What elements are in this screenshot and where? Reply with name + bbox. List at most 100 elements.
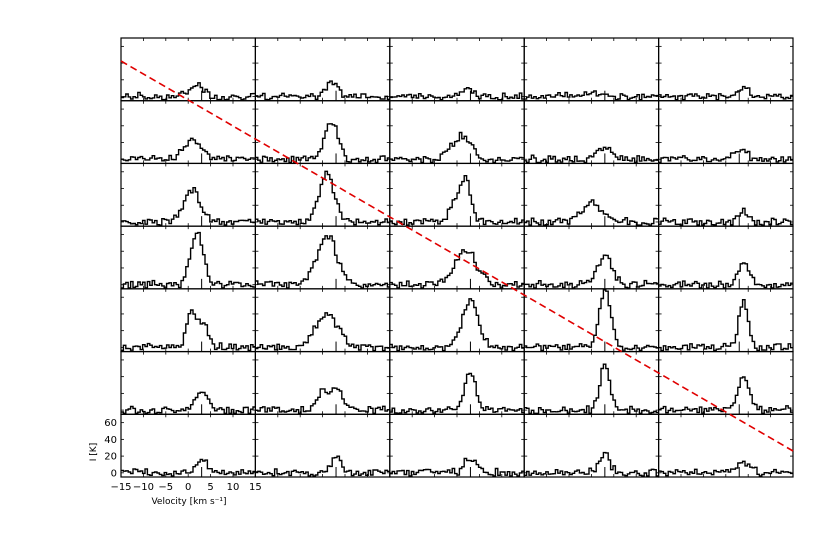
spectrum-panel xyxy=(254,225,391,290)
spectrum-line xyxy=(255,312,390,352)
axes-layer: −15 −10 −5 0 5 10 15 0 20 40 60 xyxy=(104,418,262,493)
spectrum-panel xyxy=(523,225,660,290)
panel-frame xyxy=(254,350,391,415)
panel-frame xyxy=(523,100,660,165)
spectrum-panel xyxy=(120,37,256,102)
spectrum-line xyxy=(121,458,256,477)
spectrum-panel xyxy=(120,100,256,165)
panel-frame xyxy=(389,350,525,415)
panel-frame xyxy=(657,225,794,290)
spectrum-line xyxy=(524,146,659,164)
panel-frame xyxy=(120,100,256,165)
panel-frame xyxy=(657,350,794,415)
panel-frame xyxy=(657,100,794,165)
spectrum-line xyxy=(658,376,793,414)
spectrum-panel xyxy=(120,350,256,415)
spectrum-line xyxy=(121,391,256,414)
panel-frame xyxy=(523,162,660,227)
spectrum-panel xyxy=(254,413,391,478)
spectrum-line xyxy=(255,387,390,414)
spectrum-line xyxy=(121,82,256,101)
spectrum-panel xyxy=(120,288,256,353)
panel-frame xyxy=(254,288,391,353)
panel-frame xyxy=(523,37,660,102)
spectrum-panel xyxy=(657,288,794,353)
spectrum-line xyxy=(524,90,659,101)
spectrum-panel xyxy=(120,413,256,478)
spectrum-panel xyxy=(389,100,525,165)
spectrum-line xyxy=(389,298,525,352)
spectrum-line xyxy=(121,187,256,226)
panel-frame xyxy=(657,162,794,227)
spectrum-line xyxy=(524,254,659,289)
spectrum-panel xyxy=(254,350,391,415)
spectrum-panel xyxy=(254,37,391,102)
spectrum-line xyxy=(658,299,793,352)
spectrum-panel xyxy=(523,162,660,227)
spectrum-line xyxy=(255,455,390,477)
panel-frame xyxy=(389,100,525,165)
spectrum-line xyxy=(255,123,390,164)
guide-line-layer xyxy=(120,60,794,452)
spectrum-line xyxy=(389,87,525,101)
spectrum-line xyxy=(658,460,793,477)
panel-frame xyxy=(254,162,391,227)
spectrum-line xyxy=(255,170,390,226)
panel-frame xyxy=(657,413,794,478)
x-axis-label: Velocity [km s⁻¹] xyxy=(151,497,226,507)
x-tick-label: −15 xyxy=(110,482,131,493)
panel-frame xyxy=(254,225,391,290)
spectrum-panel xyxy=(657,100,794,165)
spectrum-line xyxy=(389,457,525,477)
x-tick-label: 15 xyxy=(249,482,262,493)
x-tick-label: −10 xyxy=(133,482,154,493)
spectrum-panel xyxy=(523,413,660,478)
spectrum-line xyxy=(524,451,659,477)
spectrum-panel xyxy=(657,413,794,478)
panel-frame xyxy=(389,37,525,102)
spectrum-line xyxy=(658,85,793,101)
spectrum-line xyxy=(389,131,525,164)
x-tick-label: 10 xyxy=(227,482,240,493)
spectrum-panel xyxy=(523,288,660,353)
spectrum-panel xyxy=(657,350,794,415)
y-tick-label: 20 xyxy=(104,452,117,463)
spectrum-panel xyxy=(389,288,525,353)
panel-frame xyxy=(657,37,794,102)
spectrum-line xyxy=(255,80,390,101)
panel-frame xyxy=(120,350,256,415)
spectrum-panel xyxy=(523,37,660,102)
spectrum-panel xyxy=(389,413,525,478)
y-tick-label: 60 xyxy=(104,418,117,429)
spectrum-panel xyxy=(657,37,794,102)
spectrum-panel xyxy=(254,288,391,353)
spectrum-line xyxy=(121,137,256,162)
x-tick-label: 0 xyxy=(185,482,191,493)
spectrum-line xyxy=(389,372,525,414)
spectra-panels xyxy=(120,37,794,478)
y-tick-label: 0 xyxy=(111,468,117,479)
spectrum-line xyxy=(255,235,390,289)
x-tick-label: −5 xyxy=(158,482,173,493)
spectrum-panel xyxy=(523,100,660,165)
spectrum-panel xyxy=(254,100,391,165)
spectrum-line xyxy=(121,309,256,352)
spectrum-panel xyxy=(254,162,391,227)
panel-frame xyxy=(389,288,525,353)
panel-frame xyxy=(120,413,256,478)
spectrum-panel xyxy=(657,162,794,227)
x-tick-label: 5 xyxy=(207,482,213,493)
spectrum-panel xyxy=(389,37,525,102)
spectrum-panel xyxy=(120,225,256,290)
panel-frame xyxy=(254,413,391,478)
panel-frame xyxy=(120,225,256,290)
spectrum-panel xyxy=(389,225,525,290)
panel-frame xyxy=(657,288,794,353)
spectrum-line xyxy=(524,289,659,352)
panel-frame xyxy=(389,225,525,290)
spectrum-line xyxy=(524,199,659,226)
spectrum-line xyxy=(389,175,525,226)
spectrum-line xyxy=(524,363,659,414)
spectrum-panel xyxy=(389,350,525,415)
